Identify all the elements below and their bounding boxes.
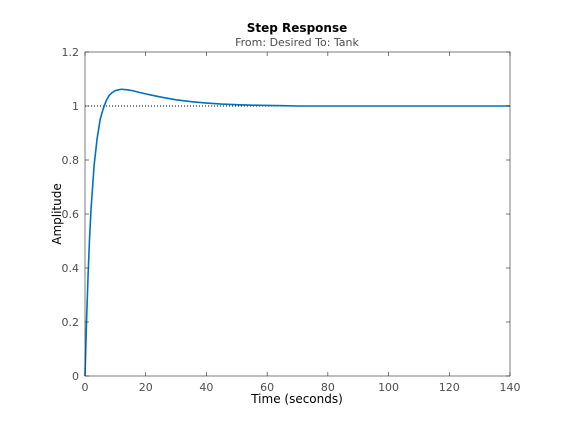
x-axis: 0 20 40 60 80 100 120 140	[82, 52, 521, 394]
y-tick-label: 0.8	[62, 154, 80, 167]
x-tick-label: 20	[139, 381, 153, 394]
x-tick-label: 100	[378, 381, 399, 394]
y-axis-label: Amplitude	[50, 183, 64, 245]
x-tick-label: 80	[321, 381, 335, 394]
x-tick-label: 140	[500, 381, 521, 394]
y-tick-label: 0.4	[62, 262, 80, 275]
step-response-line[interactable]	[84, 88, 510, 377]
chart-title: Step Response	[247, 21, 347, 35]
chart-subtitle: From: Desired To: Tank	[235, 36, 359, 49]
y-tick-label: 0.2	[62, 316, 80, 329]
x-tick-label: 60	[260, 381, 274, 394]
x-axis-label: Time (seconds)	[250, 392, 343, 406]
y-tick-label: 1.2	[62, 46, 80, 59]
plot-area	[85, 52, 510, 376]
x-tick-label: 120	[439, 381, 460, 394]
x-tick-label: 40	[199, 381, 213, 394]
y-tick-label: 1	[72, 100, 79, 113]
y-tick-label: 0	[72, 370, 79, 383]
y-tick-label: 0.6	[62, 208, 80, 221]
x-tick-label: 0	[82, 381, 89, 394]
y-axis: 0 0.2 0.4 0.6 0.8 1 1.2	[62, 46, 510, 383]
series-layer	[84, 88, 510, 377]
